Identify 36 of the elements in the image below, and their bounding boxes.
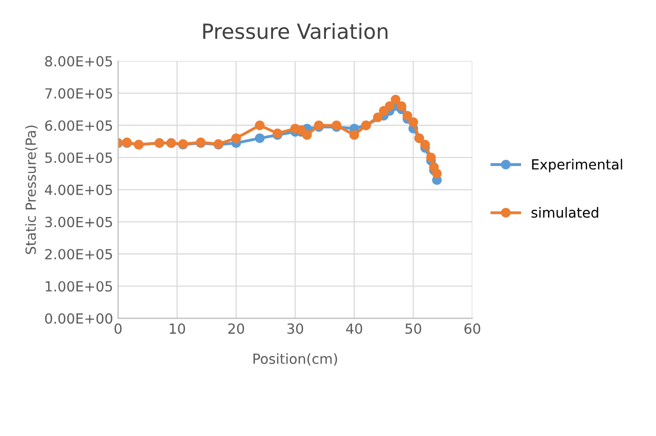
y-tick-label: 7.00E+05	[45, 88, 112, 99]
point	[426, 152, 436, 162]
y-tick-label: 1.00E+05	[46, 281, 112, 292]
x-tick-label: 0	[114, 323, 122, 334]
x-axis-title: Position(cm)	[254, 353, 338, 366]
point	[349, 130, 360, 140]
y-axis-title: Static Pressure(Pa)	[25, 126, 38, 254]
chart-title: Pressure Variation	[203, 22, 388, 40]
point	[254, 120, 265, 130]
x-tick-label: 10	[170, 323, 186, 334]
x-tick-label: 50	[406, 323, 422, 334]
point	[432, 168, 442, 178]
point	[254, 133, 265, 144]
point	[378, 106, 389, 116]
x-tick-label: 30	[287, 323, 304, 334]
point	[390, 94, 400, 104]
y-tick-label: 4.00E+05	[44, 184, 112, 196]
y-tick-label: 3.00E+05	[45, 216, 112, 228]
y-tick-label: 8.00E+05	[45, 56, 112, 67]
point	[372, 112, 383, 122]
x-tick-label: 60	[464, 323, 480, 334]
x-tick-label: 20	[228, 323, 244, 334]
point	[402, 110, 412, 121]
y-tick-label: 5.00E+05	[45, 152, 112, 163]
point	[302, 130, 312, 140]
y-tick-label: 6.00E+05	[45, 120, 112, 131]
legend-label: Experimental	[532, 158, 622, 172]
point	[384, 101, 395, 111]
x-tick-label: 40	[346, 323, 362, 334]
point	[408, 117, 418, 127]
point	[396, 101, 406, 111]
y-tick-label: 0.00E+00	[45, 313, 112, 324]
point	[420, 140, 430, 150]
legend-label: simulated	[532, 207, 598, 218]
y-tick-label: 2.00E+05	[45, 248, 112, 260]
point	[231, 133, 242, 144]
